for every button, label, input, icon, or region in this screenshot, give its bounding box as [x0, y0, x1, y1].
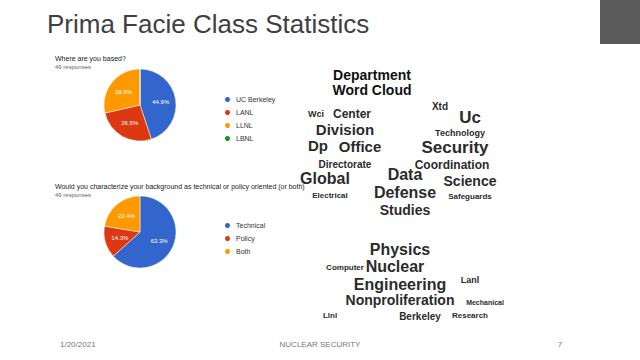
- svg-text:NUCLEAR SECURITY: NUCLEAR SECURITY: [280, 340, 362, 349]
- svg-text:Safeguards: Safeguards: [448, 192, 492, 201]
- svg-text:49 responses: 49 responses: [55, 64, 91, 70]
- svg-text:28.6%: 28.6%: [115, 89, 133, 95]
- svg-text:Technical: Technical: [236, 222, 266, 229]
- svg-text:Dp: Dp: [308, 137, 328, 154]
- svg-text:Engineering: Engineering: [354, 276, 446, 293]
- svg-text:Center: Center: [333, 107, 371, 121]
- svg-text:LANL: LANL: [236, 109, 254, 116]
- svg-text:Wci: Wci: [308, 109, 324, 119]
- svg-text:63.3%: 63.3%: [151, 238, 169, 244]
- svg-text:Computer: Computer: [326, 263, 364, 272]
- svg-text:Division: Division: [316, 121, 374, 138]
- svg-text:LLNL: LLNL: [236, 122, 253, 129]
- svg-text:Uc: Uc: [459, 108, 481, 127]
- svg-text:Nonproliferation: Nonproliferation: [346, 292, 455, 308]
- svg-text:Nuclear: Nuclear: [366, 258, 425, 275]
- svg-text:Xtd: Xtd: [432, 101, 448, 112]
- svg-text:Security: Security: [421, 138, 489, 157]
- svg-text:Berkeley: Berkeley: [399, 311, 441, 322]
- svg-text:Where are you based?: Where are you based?: [55, 55, 126, 63]
- svg-text:44.9%: 44.9%: [152, 99, 170, 105]
- svg-text:Electrical: Electrical: [312, 191, 348, 200]
- svg-text:Directorate: Directorate: [319, 159, 372, 170]
- svg-text:22.4%: 22.4%: [118, 213, 136, 219]
- svg-text:14.3%: 14.3%: [111, 235, 129, 241]
- svg-text:1/20/2021: 1/20/2021: [60, 340, 96, 349]
- svg-text:Global: Global: [300, 170, 350, 187]
- svg-text:Both: Both: [236, 248, 251, 255]
- svg-text:Data: Data: [388, 166, 423, 183]
- svg-text:LBNL: LBNL: [236, 135, 254, 142]
- svg-text:Policy: Policy: [236, 235, 255, 243]
- svg-text:Defense: Defense: [374, 184, 436, 201]
- svg-text:49 responses: 49 responses: [55, 192, 91, 198]
- svg-text:Technology: Technology: [435, 128, 485, 138]
- svg-text:Llnl: Llnl: [323, 311, 337, 320]
- svg-text:Lanl: Lanl: [461, 275, 480, 285]
- svg-text:7: 7: [558, 340, 563, 349]
- svg-text:Mechanical: Mechanical: [466, 299, 504, 306]
- svg-text:Studies: Studies: [380, 202, 431, 218]
- svg-text:Word Cloud: Word Cloud: [332, 82, 411, 98]
- svg-text:Department: Department: [333, 67, 411, 83]
- svg-text:Research: Research: [452, 311, 488, 320]
- svg-text:Office: Office: [339, 138, 382, 155]
- svg-text:Prima Facie Class Statistics: Prima Facie Class Statistics: [47, 9, 369, 39]
- svg-text:Science: Science: [444, 173, 497, 189]
- svg-text:Would you characterize your ba: Would you characterize your background a…: [55, 183, 305, 191]
- svg-text:UC Berkeley: UC Berkeley: [236, 96, 276, 104]
- svg-text:Physics: Physics: [370, 241, 431, 258]
- svg-text:26.5%: 26.5%: [121, 120, 139, 126]
- svg-text:Coordination: Coordination: [415, 158, 490, 172]
